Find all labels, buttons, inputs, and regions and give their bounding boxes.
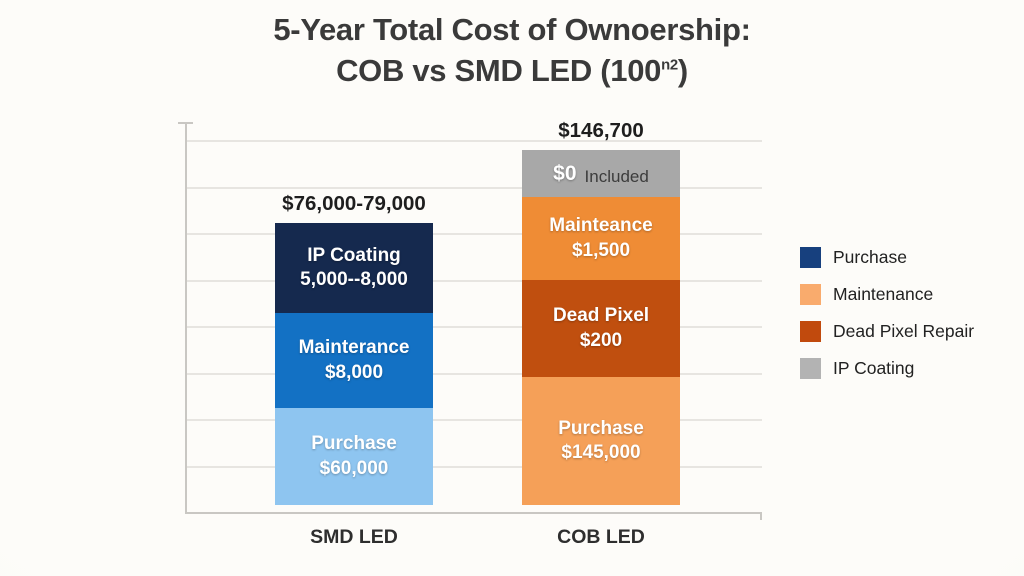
legend: Purchase Maintenance Dead Pixel Repair IP C… <box>800 247 974 395</box>
bar-segment-ip-coating: $0 Included <box>522 150 680 197</box>
legend-swatch <box>800 321 821 342</box>
gridline <box>185 140 762 142</box>
segment-label: Purchase <box>558 417 644 439</box>
y-axis-top-tick <box>178 122 193 124</box>
legend-label: Purchase <box>833 247 907 267</box>
segment-value: $0 <box>553 161 577 185</box>
chart-title-line2-close: ) <box>677 52 688 88</box>
legend-item-ip-coating: IP Coating <box>800 358 974 379</box>
chart-title-superscript: n2 <box>661 57 678 74</box>
x-axis-end-tick <box>760 512 762 520</box>
gridline <box>185 186 762 189</box>
segment-value: $200 <box>579 329 623 351</box>
bar-cob-led: $0 Included Mainteance $1,500 Dead Pixel $200… <box>522 150 680 505</box>
segment-note: Included <box>584 166 649 186</box>
gridline <box>185 279 762 282</box>
bar-segment-maintenance: Mainterance $8,000 <box>275 313 433 408</box>
legend-item-dead-pixel-repair: Dead Pixel Repair <box>800 321 974 342</box>
gridline <box>185 465 762 468</box>
segment-label: Dead Pixel <box>552 305 650 327</box>
chart-title: 5-Year Total Cost of Ownoership: COB vs … <box>0 10 1024 92</box>
segment-value: $145,000 <box>561 442 641 463</box>
legend-label: Dead Pixel Repair <box>833 321 975 341</box>
y-axis-line <box>185 122 187 514</box>
segment-value: $1,500 <box>571 239 631 261</box>
segment-value: $8,000 <box>324 361 384 383</box>
segment-inline-label: $0 Included <box>553 162 649 186</box>
x-axis-label-smd-led: SMD LED <box>310 526 398 548</box>
segment-label: Mainteance <box>549 215 653 237</box>
segment-label: Mainterance <box>298 337 410 359</box>
bar-segment-dead-pixel-repair: Dead Pixel $200 <box>522 280 680 377</box>
chart-title-line1: 5-Year Total Cost of Ownoership: <box>273 12 751 47</box>
bar-total-label: $76,000-79,000 <box>282 192 426 215</box>
segment-label: Purchase <box>311 433 397 455</box>
legend-label: IP Coating <box>833 358 915 378</box>
gridline <box>185 419 762 421</box>
bar-segment-purchase: Purchase $60,000 <box>275 408 433 505</box>
bar-segment-purchase: Purchase $145,000 <box>522 377 680 505</box>
bar-segment-maintenance: Mainteance $1,500 <box>522 197 680 280</box>
gridline <box>185 372 762 375</box>
bar-total-label: $146,700 <box>558 119 644 142</box>
x-axis-line <box>185 512 762 514</box>
legend-item-purchase: Purchase <box>800 247 974 268</box>
legend-swatch <box>800 358 821 379</box>
segment-value: 5,000--8,000 <box>300 269 408 290</box>
legend-swatch <box>800 284 821 305</box>
segment-value: $60,000 <box>319 457 389 479</box>
gridline <box>185 233 762 235</box>
legend-item-maintenance: Maintenance <box>800 284 974 305</box>
bar-smd-led: IP Coating 5,000--8,000 Mainterance $8,000 P… <box>275 223 433 505</box>
bar-segment-ip-coating: IP Coating 5,000--8,000 <box>275 223 433 313</box>
x-axis-label-cob-led: COB LED <box>557 526 645 548</box>
legend-swatch <box>800 247 821 268</box>
gridline <box>185 326 762 328</box>
segment-label: IP Coating <box>307 244 401 266</box>
legend-label: Maintenance <box>833 284 934 304</box>
chart-title-line2-text: COB vs SMD LED (100 <box>336 52 662 88</box>
chart-title-line2: COB vs SMD LED (100n2) <box>0 51 1024 92</box>
